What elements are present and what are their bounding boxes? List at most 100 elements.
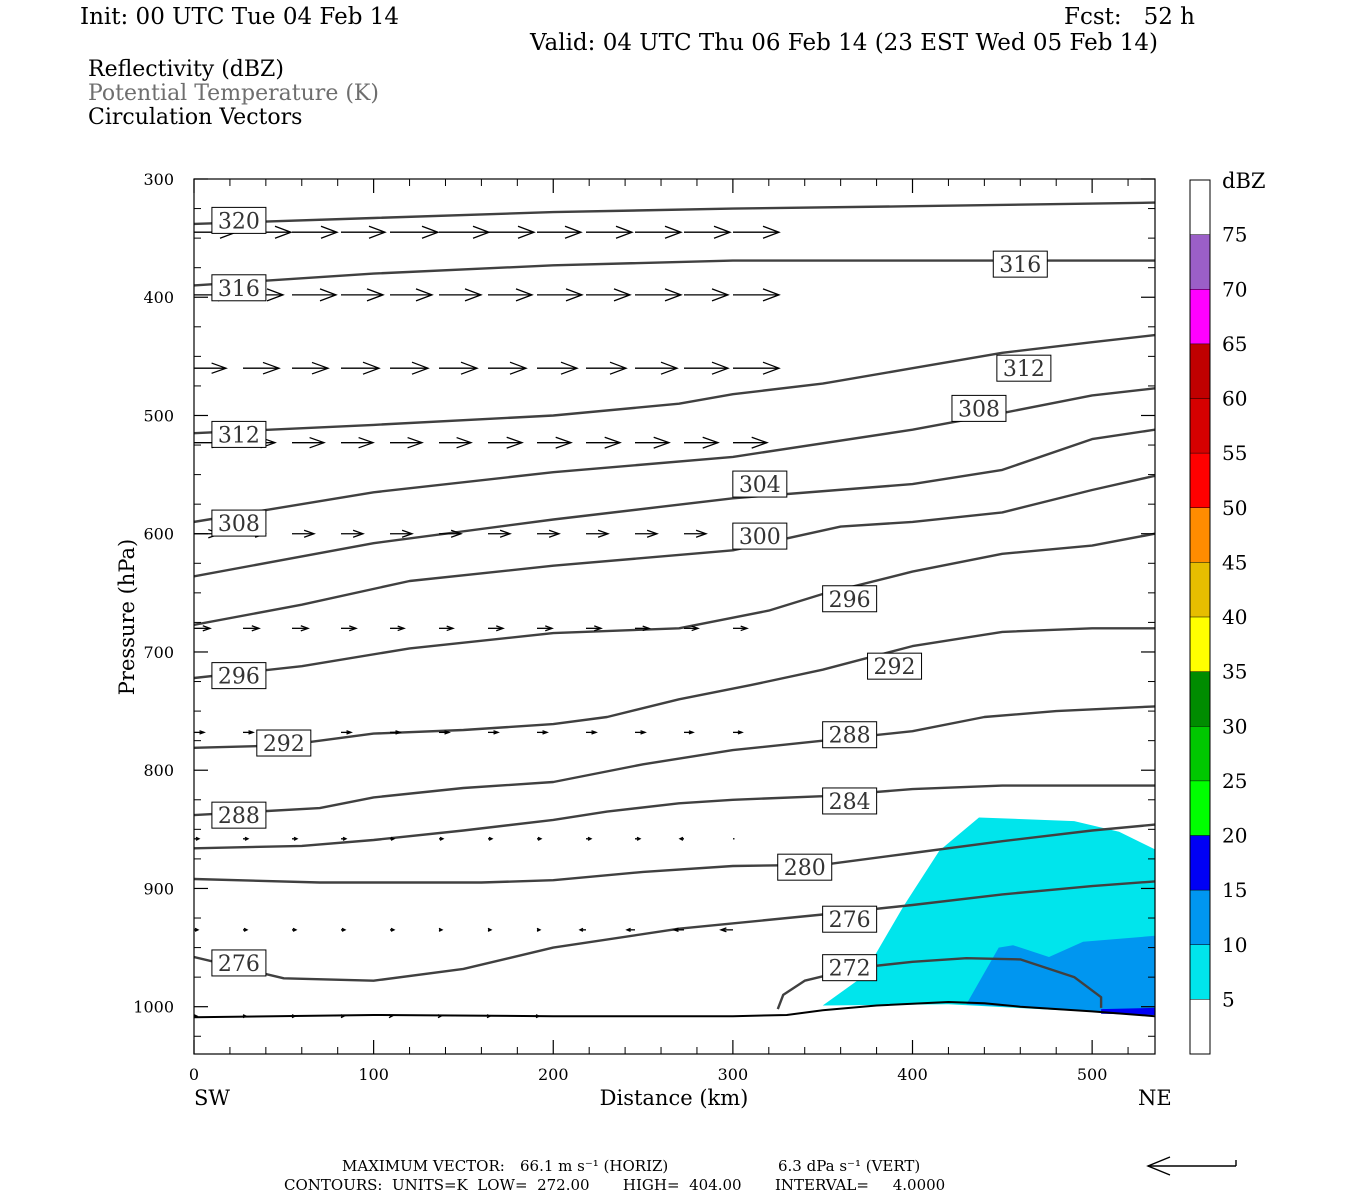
theta-label: 276 (211, 949, 267, 977)
colorbar-tick: 50 (1190, 496, 1247, 520)
circulation-vector (390, 625, 406, 632)
circulation-vector (341, 529, 365, 538)
circulation-vector (486, 1014, 492, 1019)
svg-text:280: 280 (784, 856, 826, 881)
svg-text:35: 35 (1222, 660, 1247, 684)
colorbar-segment (1190, 234, 1210, 290)
circulation-vector (635, 730, 647, 735)
circulation-vector (488, 625, 505, 632)
svg-text:45: 45 (1222, 550, 1247, 574)
theta-label: 316 (992, 250, 1048, 278)
svg-text:1000: 1000 (133, 998, 174, 1017)
y-tick: 800 (143, 761, 1155, 780)
theta-label: 288 (822, 721, 878, 749)
circulation-vector (390, 436, 424, 449)
circulation-vector (488, 436, 524, 449)
circulation-vector (388, 1014, 394, 1019)
circulation-vector (292, 625, 310, 632)
circulation-vector (488, 225, 536, 239)
circulation-vector (439, 529, 463, 538)
circulation-vector (488, 529, 512, 538)
colorbar-tick: 25 (1190, 769, 1247, 793)
svg-text:900: 900 (143, 879, 174, 898)
circulation-vector (586, 361, 628, 375)
theta-label: 288 (211, 801, 267, 829)
y-tick: 900 (143, 879, 1155, 898)
colorbar-tick: 30 (1190, 714, 1247, 738)
circulation-vector (439, 225, 491, 239)
circulation-vector (242, 1014, 248, 1019)
svg-text:308: 308 (218, 512, 260, 537)
colorbar-tick: 70 (1190, 277, 1247, 301)
colorbar-tick: 65 (1190, 332, 1247, 356)
circulation-vector (439, 288, 483, 302)
x-tick: 300 (718, 179, 749, 1084)
theta-contour-280 (194, 823, 1155, 884)
svg-text:50: 50 (1222, 496, 1247, 520)
circulation-vector (243, 625, 261, 632)
theta-contour-276 (194, 880, 1155, 982)
svg-text:0: 0 (189, 1065, 199, 1084)
circulation-vector (341, 225, 387, 239)
theta-label: 272 (822, 954, 878, 982)
svg-text:800: 800 (143, 761, 174, 780)
circulation-vector (537, 436, 573, 449)
circulation-vector (439, 625, 455, 632)
circulation-vector (586, 625, 603, 632)
circulation-vector (292, 361, 330, 375)
x-tick: 100 (358, 179, 389, 1084)
colorbar-segment (1190, 289, 1210, 344)
svg-text:276: 276 (829, 908, 871, 933)
y-axis-label: Pressure (hPa) (115, 539, 139, 695)
svg-text:272: 272 (829, 957, 871, 982)
circulation-vector (635, 529, 659, 538)
colorbar-segment (1190, 562, 1210, 617)
x-end-label-right: NE (1138, 1086, 1172, 1110)
circulation-vector (243, 836, 250, 841)
circulation-vector (635, 625, 651, 632)
svg-text:70: 70 (1222, 277, 1247, 301)
x-tick: 400 (897, 179, 928, 1084)
svg-text:25: 25 (1222, 769, 1247, 793)
theta-contour-292 (194, 627, 1155, 749)
svg-text:30: 30 (1222, 714, 1247, 738)
circulation-vector (488, 361, 528, 375)
circulation-vector (586, 436, 622, 449)
colorbar-segment (1190, 507, 1210, 563)
colorbar-tick: 5 (1190, 987, 1235, 1011)
svg-text:292: 292 (874, 655, 916, 680)
theta-contour-284 (194, 784, 1155, 850)
circulation-vector (635, 436, 671, 449)
theta-label: 296 (822, 585, 878, 613)
svg-text:75: 75 (1222, 223, 1247, 247)
svg-text:500: 500 (143, 406, 174, 425)
circulation-vector (684, 625, 700, 632)
theta-label: 292 (256, 729, 312, 757)
circulation-vector (292, 436, 326, 449)
circulation-vector (341, 288, 385, 302)
circulation-vector (194, 362, 228, 374)
svg-text:200: 200 (538, 1065, 569, 1084)
plot-frame (193, 178, 1156, 1055)
circulation-vector (536, 927, 542, 932)
svg-text:304: 304 (739, 473, 781, 498)
circulation-vector (291, 1014, 297, 1019)
circulation-vector (733, 436, 769, 449)
colorbar-segment (1190, 726, 1210, 781)
svg-text:276: 276 (218, 952, 260, 977)
theta-contour-320 (194, 201, 1155, 226)
circulation-vector (586, 529, 610, 538)
y-tick: 1000 (133, 998, 1155, 1017)
theta-label: 292 (867, 652, 923, 680)
circulation-vector (292, 225, 339, 239)
colorbar-segment (1190, 398, 1210, 454)
circulation-vector (635, 288, 683, 302)
circulation-vector (625, 927, 635, 932)
svg-text:300: 300 (718, 1065, 749, 1084)
circulation-vector (635, 836, 642, 841)
circulation-vector (439, 730, 451, 735)
colorbar-tick: 40 (1190, 605, 1247, 629)
circulation-vector (292, 836, 299, 841)
svg-text:316: 316 (999, 253, 1041, 278)
svg-text:600: 600 (143, 525, 174, 544)
